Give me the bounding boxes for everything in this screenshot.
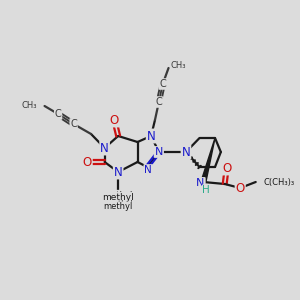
Text: O: O <box>222 161 231 175</box>
Text: O: O <box>236 182 245 194</box>
Text: CH₃: CH₃ <box>21 101 37 110</box>
Text: N: N <box>196 178 205 188</box>
Text: C(CH₃)₃: C(CH₃)₃ <box>263 178 295 187</box>
Polygon shape <box>201 138 215 183</box>
Text: N: N <box>196 178 205 188</box>
Text: N: N <box>182 146 190 158</box>
Text: methyl: methyl <box>102 193 134 202</box>
Text: C: C <box>155 97 162 107</box>
Text: N: N <box>147 130 155 142</box>
Text: N: N <box>114 166 122 178</box>
Text: N: N <box>100 142 109 154</box>
Text: N: N <box>144 165 152 175</box>
Text: C: C <box>55 109 62 119</box>
Text: C: C <box>70 119 77 129</box>
Text: CH₃: CH₃ <box>170 61 186 70</box>
Text: H: H <box>202 185 210 195</box>
Text: O: O <box>110 113 119 127</box>
Text: C: C <box>159 79 166 89</box>
Text: methyl: methyl <box>103 202 133 211</box>
Text: O: O <box>82 155 92 169</box>
Text: methyl: methyl <box>107 200 134 209</box>
Text: N: N <box>155 147 163 157</box>
Text: methyl: methyl <box>103 190 133 200</box>
